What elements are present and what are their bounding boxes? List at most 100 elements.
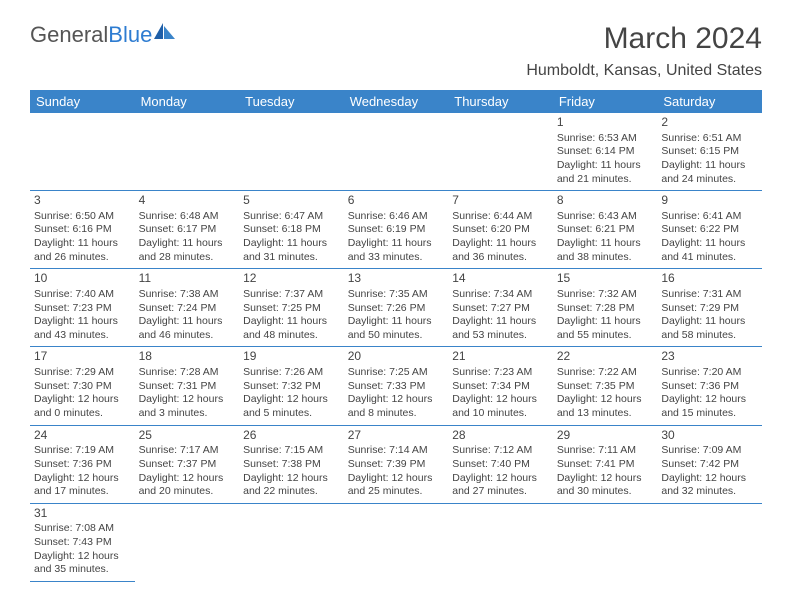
weekday-header: Saturday <box>657 90 762 113</box>
cell-sunrise: Sunrise: 7:35 AM <box>348 288 445 302</box>
cell-daylight1: Daylight: 11 hours <box>661 315 758 329</box>
cell-sunrise: Sunrise: 7:22 AM <box>557 366 654 380</box>
cell-sunrise: Sunrise: 6:41 AM <box>661 210 758 224</box>
cell-sunset: Sunset: 7:33 PM <box>348 380 445 394</box>
cell-daylight2: and 48 minutes. <box>243 329 340 343</box>
cell-sunset: Sunset: 6:19 PM <box>348 223 445 237</box>
cell-daylight2: and 25 minutes. <box>348 485 445 499</box>
calendar-cell: 22Sunrise: 7:22 AMSunset: 7:35 PMDayligh… <box>553 347 658 425</box>
calendar-cell <box>553 503 658 581</box>
cell-daylight1: Daylight: 12 hours <box>243 472 340 486</box>
day-number: 12 <box>243 271 340 287</box>
calendar-cell: 8Sunrise: 6:43 AMSunset: 6:21 PMDaylight… <box>553 191 658 269</box>
header: GeneralBlue March 2024 Humboldt, Kansas,… <box>30 22 762 80</box>
day-number: 14 <box>452 271 549 287</box>
weekday-header: Sunday <box>30 90 135 113</box>
cell-daylight2: and 15 minutes. <box>661 407 758 421</box>
cell-daylight2: and 30 minutes. <box>557 485 654 499</box>
cell-daylight2: and 17 minutes. <box>34 485 131 499</box>
day-number: 15 <box>557 271 654 287</box>
day-number: 5 <box>243 193 340 209</box>
cell-sunset: Sunset: 6:17 PM <box>139 223 236 237</box>
cell-daylight2: and 41 minutes. <box>661 251 758 265</box>
cell-sunrise: Sunrise: 7:17 AM <box>139 444 236 458</box>
cell-sunrise: Sunrise: 7:38 AM <box>139 288 236 302</box>
calendar-row: 1Sunrise: 6:53 AMSunset: 6:14 PMDaylight… <box>30 113 762 191</box>
cell-daylight2: and 8 minutes. <box>348 407 445 421</box>
cell-sunrise: Sunrise: 7:14 AM <box>348 444 445 458</box>
cell-sunrise: Sunrise: 7:25 AM <box>348 366 445 380</box>
cell-daylight1: Daylight: 12 hours <box>661 393 758 407</box>
calendar-cell: 29Sunrise: 7:11 AMSunset: 7:41 PMDayligh… <box>553 425 658 503</box>
day-number: 10 <box>34 271 131 287</box>
cell-sunrise: Sunrise: 7:19 AM <box>34 444 131 458</box>
cell-daylight1: Daylight: 11 hours <box>34 237 131 251</box>
calendar-cell: 24Sunrise: 7:19 AMSunset: 7:36 PMDayligh… <box>30 425 135 503</box>
cell-daylight2: and 53 minutes. <box>452 329 549 343</box>
cell-daylight1: Daylight: 11 hours <box>139 315 236 329</box>
cell-sunset: Sunset: 6:20 PM <box>452 223 549 237</box>
calendar-cell: 10Sunrise: 7:40 AMSunset: 7:23 PMDayligh… <box>30 269 135 347</box>
calendar-row: 31Sunrise: 7:08 AMSunset: 7:43 PMDayligh… <box>30 503 762 581</box>
calendar-table: Sunday Monday Tuesday Wednesday Thursday… <box>30 90 762 582</box>
weekday-header: Thursday <box>448 90 553 113</box>
cell-daylight2: and 27 minutes. <box>452 485 549 499</box>
calendar-cell: 30Sunrise: 7:09 AMSunset: 7:42 PMDayligh… <box>657 425 762 503</box>
cell-sunset: Sunset: 6:18 PM <box>243 223 340 237</box>
cell-daylight1: Daylight: 12 hours <box>34 472 131 486</box>
day-number: 16 <box>661 271 758 287</box>
cell-daylight1: Daylight: 12 hours <box>661 472 758 486</box>
cell-daylight2: and 26 minutes. <box>34 251 131 265</box>
cell-daylight1: Daylight: 11 hours <box>243 315 340 329</box>
day-number: 4 <box>139 193 236 209</box>
cell-sunset: Sunset: 7:36 PM <box>34 458 131 472</box>
day-number: 27 <box>348 428 445 444</box>
cell-sunrise: Sunrise: 6:46 AM <box>348 210 445 224</box>
cell-daylight2: and 3 minutes. <box>139 407 236 421</box>
cell-sunrise: Sunrise: 7:40 AM <box>34 288 131 302</box>
calendar-cell: 20Sunrise: 7:25 AMSunset: 7:33 PMDayligh… <box>344 347 449 425</box>
cell-sunrise: Sunrise: 7:31 AM <box>661 288 758 302</box>
day-number: 2 <box>661 115 758 131</box>
day-number: 1 <box>557 115 654 131</box>
cell-sunrise: Sunrise: 6:44 AM <box>452 210 549 224</box>
calendar-cell: 12Sunrise: 7:37 AMSunset: 7:25 PMDayligh… <box>239 269 344 347</box>
cell-sunset: Sunset: 7:37 PM <box>139 458 236 472</box>
cell-daylight1: Daylight: 12 hours <box>348 472 445 486</box>
cell-sunset: Sunset: 6:16 PM <box>34 223 131 237</box>
cell-daylight1: Daylight: 12 hours <box>139 472 236 486</box>
cell-daylight2: and 46 minutes. <box>139 329 236 343</box>
calendar-cell: 3Sunrise: 6:50 AMSunset: 6:16 PMDaylight… <box>30 191 135 269</box>
weekday-header-row: Sunday Monday Tuesday Wednesday Thursday… <box>30 90 762 113</box>
cell-daylight1: Daylight: 11 hours <box>452 237 549 251</box>
day-number: 24 <box>34 428 131 444</box>
cell-daylight2: and 20 minutes. <box>139 485 236 499</box>
cell-sunset: Sunset: 6:14 PM <box>557 145 654 159</box>
calendar-cell <box>657 503 762 581</box>
day-number: 23 <box>661 349 758 365</box>
cell-daylight1: Daylight: 11 hours <box>348 237 445 251</box>
logo-text-1: General <box>30 22 108 48</box>
month-title: March 2024 <box>526 22 762 56</box>
cell-daylight2: and 10 minutes. <box>452 407 549 421</box>
cell-sunset: Sunset: 7:38 PM <box>243 458 340 472</box>
calendar-row: 10Sunrise: 7:40 AMSunset: 7:23 PMDayligh… <box>30 269 762 347</box>
calendar-cell: 4Sunrise: 6:48 AMSunset: 6:17 PMDaylight… <box>135 191 240 269</box>
cell-daylight1: Daylight: 11 hours <box>557 237 654 251</box>
calendar-row: 17Sunrise: 7:29 AMSunset: 7:30 PMDayligh… <box>30 347 762 425</box>
calendar-cell: 15Sunrise: 7:32 AMSunset: 7:28 PMDayligh… <box>553 269 658 347</box>
cell-daylight1: Daylight: 12 hours <box>243 393 340 407</box>
calendar-cell <box>239 503 344 581</box>
cell-daylight2: and 58 minutes. <box>661 329 758 343</box>
calendar-cell: 19Sunrise: 7:26 AMSunset: 7:32 PMDayligh… <box>239 347 344 425</box>
cell-sunset: Sunset: 6:15 PM <box>661 145 758 159</box>
cell-daylight2: and 0 minutes. <box>34 407 131 421</box>
cell-sunrise: Sunrise: 7:09 AM <box>661 444 758 458</box>
location: Humboldt, Kansas, United States <box>526 62 762 80</box>
cell-daylight2: and 43 minutes. <box>34 329 131 343</box>
cell-daylight1: Daylight: 11 hours <box>557 315 654 329</box>
day-number: 9 <box>661 193 758 209</box>
calendar-cell: 2Sunrise: 6:51 AMSunset: 6:15 PMDaylight… <box>657 113 762 191</box>
calendar-cell: 13Sunrise: 7:35 AMSunset: 7:26 PMDayligh… <box>344 269 449 347</box>
cell-sunset: Sunset: 7:42 PM <box>661 458 758 472</box>
